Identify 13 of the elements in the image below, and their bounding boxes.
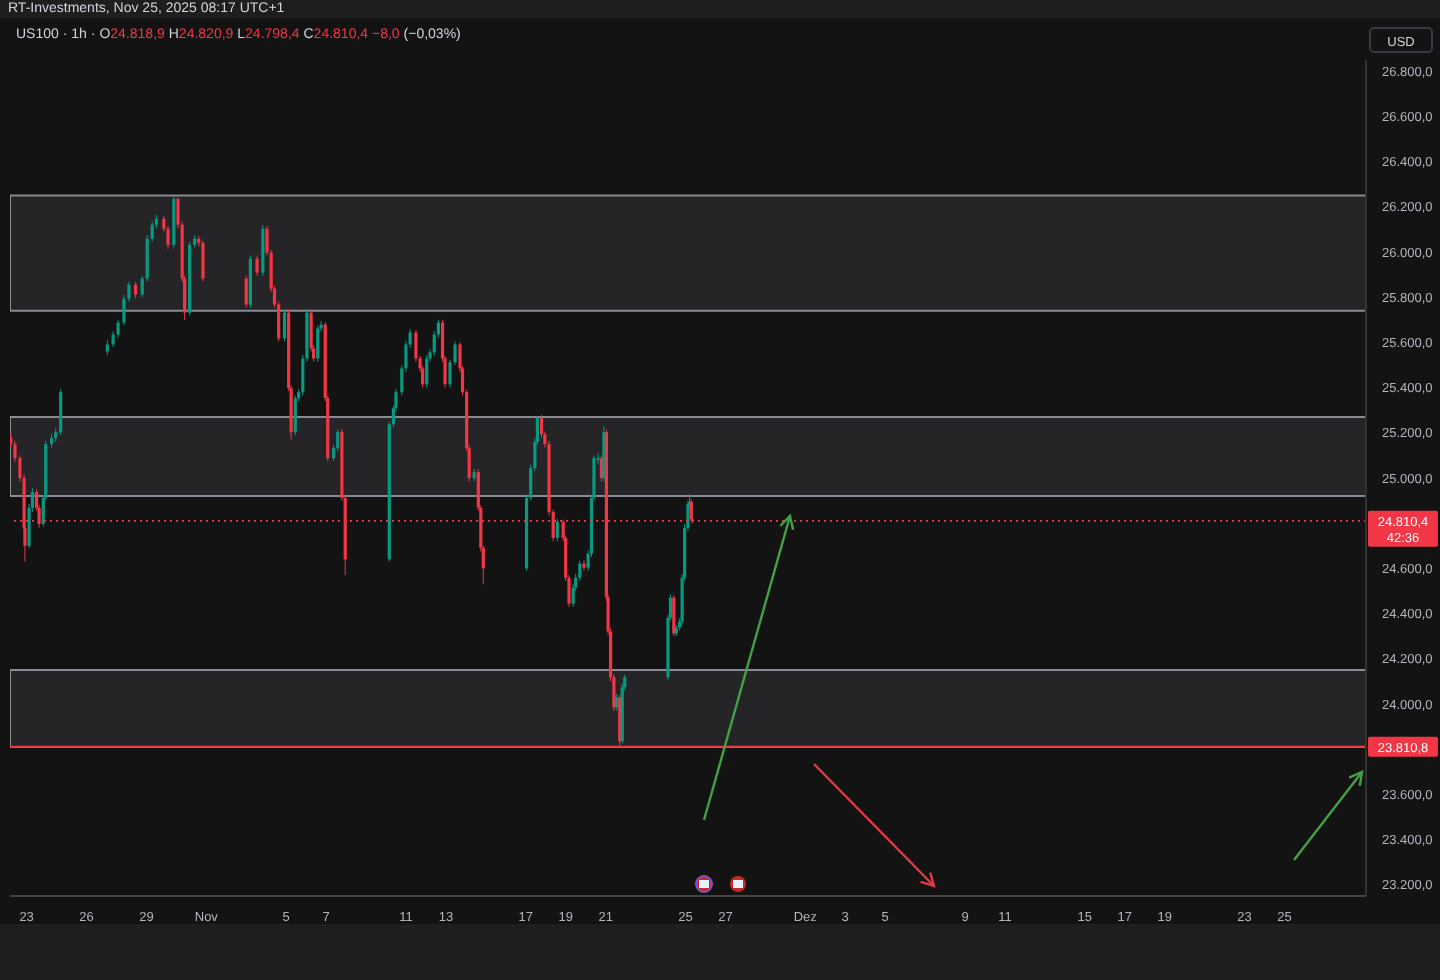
candlestick [248,254,252,308]
candlestick [582,559,586,572]
candlestick [172,195,176,249]
candlestick [255,254,259,277]
candlestick [425,354,429,389]
candlestick [316,324,320,363]
candlestick [555,518,559,542]
candlestick [244,275,248,308]
candlestick [282,309,287,342]
candlestick [59,388,63,436]
candlestick [261,224,265,277]
candlestick [293,395,297,436]
candlestick [201,240,205,282]
